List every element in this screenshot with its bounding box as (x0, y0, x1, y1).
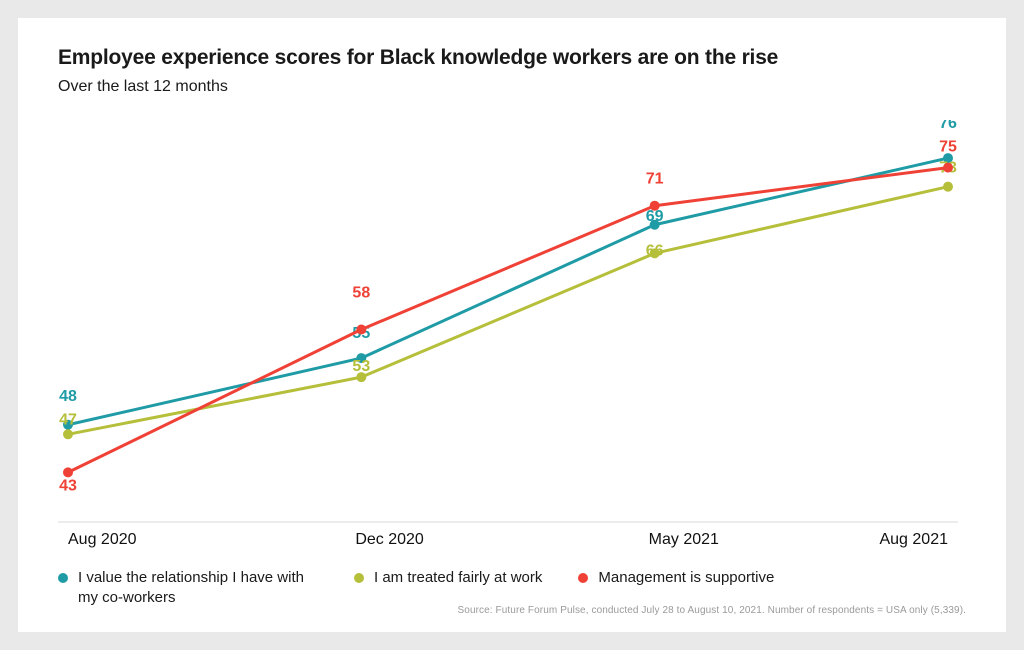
series-marker-management_supportive (650, 201, 660, 211)
series-marker-management_supportive (356, 325, 366, 335)
chart-source: Source: Future Forum Pulse, conducted Ju… (458, 605, 966, 616)
chart-plot: Aug 2020Dec 2020May 2021Aug 202148556976… (58, 120, 966, 554)
legend-dot-icon (354, 573, 364, 583)
series-line-value_relationship (68, 158, 948, 425)
legend-item-treated_fairly: I am treated fairly at work (354, 568, 542, 609)
x-axis-label: Aug 2020 (68, 531, 137, 548)
line-chart-svg: Aug 2020Dec 2020May 2021Aug 202148556976… (58, 120, 958, 554)
value-label-treated_fairly: 53 (352, 358, 370, 375)
legend-item-value_relationship: I value the relationship I have with my … (58, 568, 318, 609)
value-label-management_supportive: 58 (352, 285, 370, 302)
series-marker-management_supportive (63, 467, 73, 477)
legend-label: I am treated fairly at work (374, 568, 542, 588)
value-label-value_relationship: 76 (939, 120, 957, 132)
legend-item-management_supportive: Management is supportive (578, 568, 774, 609)
x-axis-label: Aug 2021 (879, 531, 948, 548)
value-label-value_relationship: 48 (59, 388, 77, 405)
chart-card: Employee experience scores for Black kno… (18, 18, 1006, 632)
series-marker-treated_fairly (63, 429, 73, 439)
x-axis-label: Dec 2020 (355, 531, 424, 548)
value-label-treated_fairly: 66 (646, 242, 664, 259)
legend-dot-icon (58, 573, 68, 583)
series-marker-management_supportive (943, 163, 953, 173)
chart-subtitle: Over the last 12 months (58, 78, 966, 96)
series-line-management_supportive (68, 168, 948, 473)
x-axis-label: May 2021 (649, 531, 719, 548)
value-label-treated_fairly: 47 (59, 411, 77, 428)
chart-title: Employee experience scores for Black kno… (58, 46, 966, 70)
value-label-management_supportive: 71 (646, 171, 664, 188)
legend-dot-icon (578, 573, 588, 583)
series-marker-treated_fairly (943, 182, 953, 192)
chart-legend: I value the relationship I have with my … (58, 568, 966, 609)
legend-label: I value the relationship I have with my … (78, 568, 318, 609)
value-label-management_supportive: 75 (939, 139, 957, 156)
legend-label: Management is supportive (598, 568, 774, 588)
value-label-management_supportive: 43 (59, 477, 77, 494)
series-line-treated_fairly (68, 187, 948, 435)
